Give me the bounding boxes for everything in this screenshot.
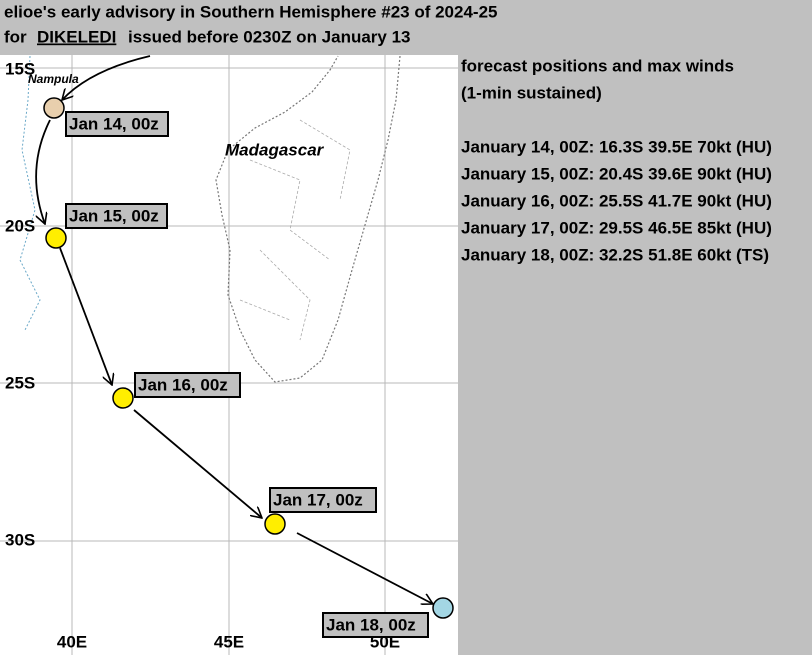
lon-label: 45E (214, 632, 244, 651)
point-label: Jan 15, 00z (69, 206, 159, 225)
forecast-entry: January 18, 00Z: 32.2S 51.8E 60kt (TS) (461, 245, 769, 264)
point-label: Jan 16, 00z (138, 375, 228, 394)
label-box (65, 203, 168, 229)
place-label: Nampula (28, 72, 79, 86)
point-label: Jan 17, 00z (273, 490, 363, 509)
track-arrow (59, 247, 112, 385)
forecast-point (112, 387, 134, 409)
track-arrow (62, 55, 151, 100)
forecast-point (264, 513, 286, 535)
title-suffix: issued before 0230Z on January 13 (128, 27, 411, 46)
points (43, 97, 454, 619)
lat-label: 25S (5, 373, 35, 392)
forecast-point (432, 597, 454, 619)
storm-name: DIKELEDI (37, 27, 116, 46)
track (35, 55, 433, 604)
label-box (65, 111, 169, 137)
track-arrow (296, 532, 433, 604)
title-prefix: for (4, 27, 27, 46)
label-box (322, 612, 429, 638)
forecast-entry: January 14, 00Z: 16.3S 39.5E 70kt (HU) (461, 137, 772, 156)
track-arrow (35, 119, 51, 224)
forecast-text: forecast positions and max winds (1-min … (461, 56, 772, 264)
forecast-heading: forecast positions and max winds (461, 56, 734, 75)
madagascar-coast (215, 55, 401, 383)
track-arrow (133, 409, 262, 518)
forecast-entry: January 17, 00Z: 29.5S 46.5E 85kt (HU) (461, 218, 772, 237)
label-box (269, 487, 377, 513)
lon-label: 40E (57, 632, 87, 651)
lat-label: 20S (5, 216, 35, 235)
place-label: Madagascar (225, 140, 325, 159)
point-label: Jan 18, 00z (326, 615, 416, 634)
point-label: Jan 14, 00z (69, 114, 159, 133)
point-labels: Jan 14, 00z Jan 15, 00z Jan 16, 00z Jan … (65, 111, 429, 638)
forecast-entry: January 15, 00Z: 20.4S 39.6E 90kt (HU) (461, 164, 772, 183)
forecast-point (45, 227, 67, 249)
map: 15S 20S 25S 30S 40E 45E 50E Nampula Mada… (0, 55, 458, 655)
africa-coast (19, 55, 41, 331)
lat-label: 15S (5, 59, 35, 78)
label-box (134, 372, 241, 398)
forecast-point (43, 97, 65, 119)
forecast-heading: (1-min sustained) (461, 83, 602, 102)
title-line: elioe's early advisory in Southern Hemis… (4, 2, 497, 21)
lat-label: 30S (5, 530, 35, 549)
madagascar-borders (239, 119, 351, 341)
forecast-entry: January 16, 00Z: 25.5S 41.7E 90kt (HU) (461, 191, 772, 210)
